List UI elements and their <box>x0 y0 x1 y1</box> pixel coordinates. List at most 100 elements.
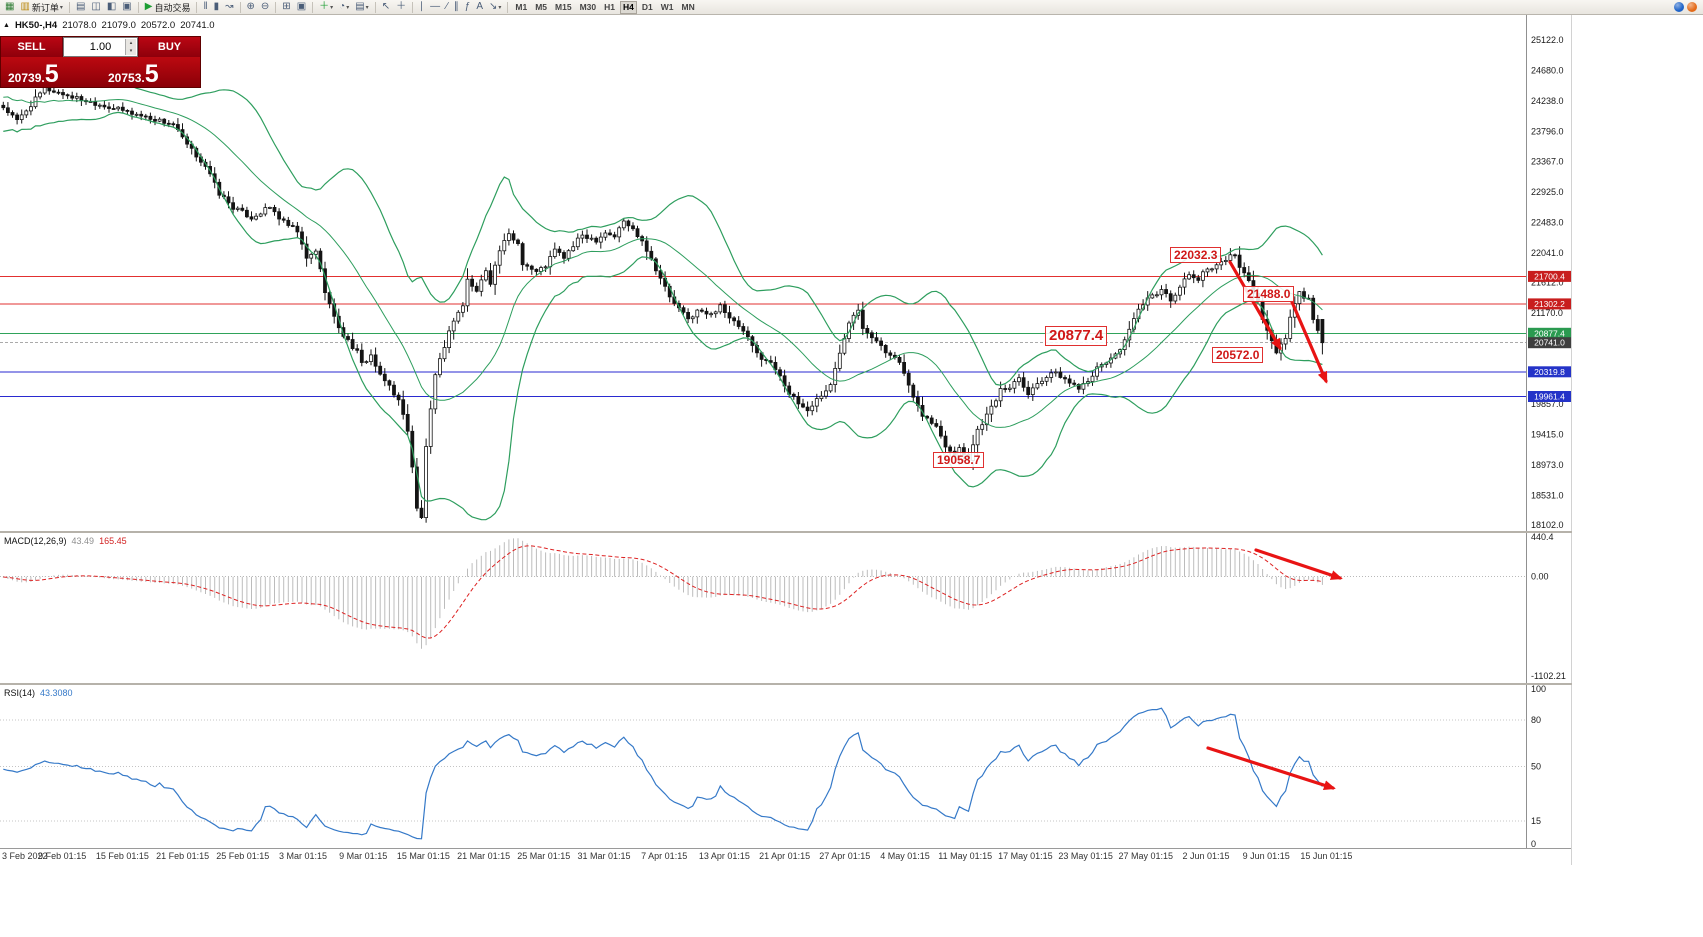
rsi-name: RSI(14) <box>4 688 36 698</box>
search-icon[interactable] <box>1687 2 1697 12</box>
timeframe-h1-button[interactable]: H1 <box>604 1 615 12</box>
lot-decrease-button[interactable]: ▾ <box>129 47 133 54</box>
line-chart-icon[interactable]: ↝ <box>223 1 235 14</box>
time-axis-label: 21 Apr 01:15 <box>759 851 811 861</box>
level-price-tag-text: 20877.4 <box>1534 328 1565 338</box>
vertical-line-icon[interactable]: ∣ <box>417 1 426 14</box>
time-axis-label: 3 Feb 2022 <box>2 851 48 861</box>
toolbar-separator <box>137 1 139 13</box>
rsi-tick-label: 50 <box>1531 762 1541 772</box>
trendline-icon[interactable]: ∕ <box>444 1 450 14</box>
sell-button[interactable]: SELL <box>1 37 63 57</box>
price-tick-label: 24680.0 <box>1531 66 1564 76</box>
window-edge <box>1571 14 1572 865</box>
cursor-icon[interactable]: ↖ <box>380 1 392 14</box>
pane-splitter[interactable] <box>0 683 1572 685</box>
fibonacci-icon: ƒ <box>464 1 471 12</box>
timeframe-m30-button[interactable]: M30 <box>579 1 597 12</box>
timeframe-h4-button[interactable]: H4 <box>619 0 637 14</box>
indicators-icon[interactable]: ＋ ▾ <box>317 1 335 14</box>
lot-size-value: 1.00 <box>89 41 112 53</box>
rsi-trend-arrow <box>1206 746 1336 791</box>
timeframe-m5-button[interactable]: M5 <box>535 1 548 12</box>
macd-pane[interactable]: 440.4 0.00 -1102.21 <box>0 533 1572 683</box>
timeframe-m15-button[interactable]: M15 <box>555 1 572 12</box>
bollinger-upper-band <box>3 62 1323 386</box>
main-chart[interactable]: 25122.0 24680.0 24238.0 23796.0 23367.0 22925… <box>0 14 1572 531</box>
cascade-windows-icon: ▣ <box>296 1 307 12</box>
level-price-tag-text: 20319.8 <box>1534 367 1565 377</box>
buy-label: BUY <box>157 41 182 53</box>
rsi-pane[interactable]: 100 80 50 15 0 <box>0 685 1572 848</box>
new-order-icon: ▥ <box>20 1 30 12</box>
pane-splitter[interactable] <box>0 531 1572 533</box>
time-axis-label: 27 Apr 01:15 <box>819 851 871 861</box>
vertical-line-icon: ∣ <box>419 1 425 12</box>
timeframe-m1-button[interactable]: M1 <box>515 1 528 12</box>
mql5-community-icon[interactable] <box>1674 2 1684 12</box>
periods-icon[interactable]: ◔ ▾ <box>337 1 351 14</box>
price-tick-label: 24238.0 <box>1531 96 1564 106</box>
templates-icon[interactable]: ▤ ▾ <box>353 1 370 14</box>
timeframe-w1-button[interactable]: W1 <box>660 1 674 12</box>
current-price-tag <box>1528 337 1571 349</box>
time-axis-label: 9 Mar 01:15 <box>339 851 388 861</box>
time-axis-label: 21 Mar 01:15 <box>457 851 511 861</box>
equidistant-channel-icon: ∥ <box>453 1 459 12</box>
line-chart-icon: ↝ <box>225 1 234 12</box>
candlestick-chart-icon[interactable]: ▮ <box>212 1 222 14</box>
candles-layer <box>1 82 1325 523</box>
new-chart-icon[interactable]: ▦ <box>3 1 16 14</box>
equidistant-channel-icon[interactable]: ∥ <box>452 1 461 14</box>
price-tick-label: 18531.0 <box>1531 490 1564 500</box>
new-order-button-label: 新订单 <box>31 2 59 13</box>
new-order-button[interactable]: ▥ 新订单 ▾ <box>18 1 64 14</box>
new-chart-icon: ▦ <box>5 1 15 12</box>
one-click-trading-panel: SELL 1.00 ▴ ▾ BUY 20739.5 20753.5 <box>0 36 201 88</box>
time-axis[interactable]: 3 Feb 2022 9 Feb 01:15 15 Feb 01:15 21 Feb … <box>0 849 1572 865</box>
dropdown-caret-icon: ▾ <box>59 4 63 11</box>
macd-indicator-label: MACD(12,26,9) 43.49 165.45 <box>4 536 127 546</box>
open-value: 21078.0 <box>62 20 97 31</box>
buy-price-main: 20753. <box>108 71 145 85</box>
lot-increase-button[interactable]: ▴ <box>129 39 133 46</box>
level-price-tag-text: 21302.2 <box>1534 299 1565 309</box>
timeframe-d1-button[interactable]: D1 <box>641 1 653 12</box>
horizontal-line-icon[interactable]: ― <box>428 1 442 14</box>
timeframe-mn-button[interactable]: MN <box>681 1 695 12</box>
sell-label: SELL <box>17 41 46 53</box>
buy-button[interactable]: BUY <box>138 37 200 57</box>
market-watch-icon[interactable]: ▤ <box>74 1 87 14</box>
text-icon[interactable]: A <box>474 1 485 14</box>
time-axis-label: 11 May 01:15 <box>938 851 993 861</box>
trend-arrow <box>1290 300 1328 384</box>
toolbar-separator <box>196 1 198 13</box>
one-click-panel-toggle-icon[interactable]: ▲ <box>3 22 10 29</box>
tile-windows-icon[interactable]: ⊞ <box>280 1 292 14</box>
zoom-in-icon[interactable]: ⊕ <box>245 1 257 14</box>
terminal-icon[interactable]: ▣ <box>120 1 133 14</box>
time-axis-label: 21 Feb 01:15 <box>156 851 210 861</box>
fibonacci-icon[interactable]: ƒ <box>463 1 473 14</box>
time-axis-label: 27 May 01:15 <box>1118 851 1174 861</box>
dropdown-caret-icon: ▾ <box>330 4 334 11</box>
arrows-icon[interactable]: ↘ ▾ <box>487 1 503 14</box>
buy-price[interactable]: 20753.5 <box>108 62 159 87</box>
low-value: 20572.0 <box>140 20 176 31</box>
data-window-icon[interactable]: ◫ <box>89 1 102 14</box>
crosshair-icon[interactable]: ＋ <box>394 1 408 14</box>
sell-price[interactable]: 20739.5 <box>8 62 59 87</box>
periods-icon: ◔ <box>339 1 346 12</box>
price-tick-label: 21170.0 <box>1531 308 1563 318</box>
bollinger-middle-band <box>3 96 1323 428</box>
navigator-icon[interactable]: ◧ <box>105 1 118 14</box>
bar-chart-icon[interactable]: ‖ <box>201 1 209 14</box>
zoom-out-icon[interactable]: ⊖ <box>259 1 271 14</box>
auto-trading-button[interactable]: ▶ 自动交易 <box>143 1 193 14</box>
macd-tick-label: 440.4 <box>1531 533 1554 542</box>
price-tick-label: 22041.0 <box>1531 248 1564 258</box>
cascade-windows-icon[interactable]: ▣ <box>295 1 308 14</box>
terminal-icon: ▣ <box>122 1 132 12</box>
toolbar-right-icons <box>1674 2 1701 12</box>
lot-size-input[interactable]: 1.00 ▴ ▾ <box>63 37 138 57</box>
